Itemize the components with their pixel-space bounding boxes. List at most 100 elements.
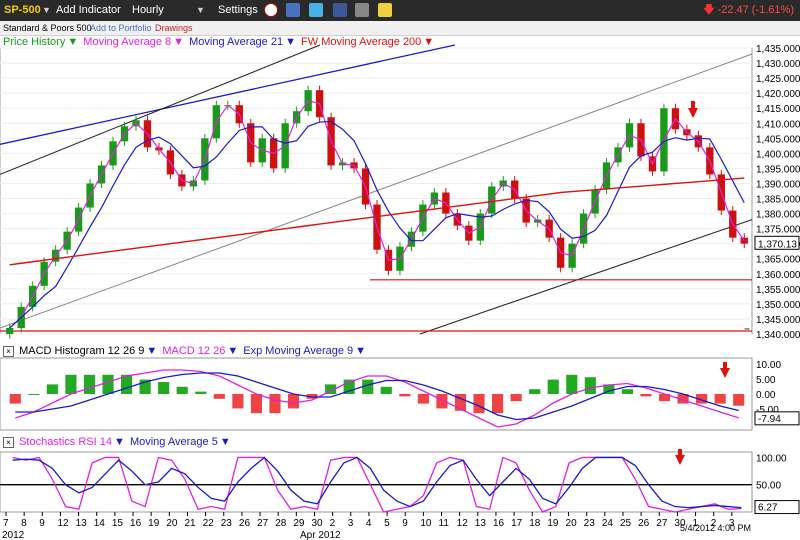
add-to-portfolio-link[interactable]: Add to Portfolio <box>90 23 152 33</box>
x-tick-label: 22 <box>203 518 215 529</box>
price-legend: Price History ▼ Moving Average 8 ▼ Moving … <box>3 36 435 48</box>
x-tick-label: 26 <box>239 518 251 529</box>
twitter-icon[interactable] <box>309 3 323 17</box>
legend-price-history[interactable]: Price History <box>3 36 66 48</box>
stoch-tick-label: 100.00 <box>756 453 787 464</box>
symbol-label[interactable]: SP-500 <box>4 4 41 16</box>
ma21-line <box>9 120 745 329</box>
close-macd-icon[interactable]: × <box>3 346 14 357</box>
macd-hist-bar <box>547 379 559 394</box>
legend-ma21[interactable]: Moving Average 21 <box>189 36 284 48</box>
legend-macd[interactable]: MACD 12 26 <box>162 345 226 357</box>
macd-hist-bar <box>529 389 541 394</box>
macd-hist-bar <box>714 394 726 404</box>
macd-hist-bar <box>102 374 114 394</box>
quote-change: 🡇 -22.47 (-1.61%) <box>703 0 794 21</box>
x-axis: 7 8 9 12 13 14 15 16 19 20 21 22 23 26 27 28 29 30 2 3 4 5 9 10… <box>2 512 751 540</box>
x-tick-label: 2 <box>711 518 717 529</box>
macd-hist-bar <box>176 386 188 394</box>
macd-hist-bar <box>158 382 170 394</box>
price-tick-label: 1,380.000 <box>756 210 800 221</box>
facebook-icon[interactable] <box>333 3 347 17</box>
macd-tick-label: 5.00 <box>756 375 776 386</box>
x-tick-label: 13 <box>76 518 88 529</box>
macd-hist-bar <box>492 394 504 414</box>
macd-hist-bar <box>473 394 485 414</box>
symbol-dropdown-icon[interactable]: ▼ <box>42 5 51 15</box>
x-month-label: Apr 2012 <box>300 530 341 540</box>
x-tick-label: 23 <box>584 518 596 529</box>
price-tick-label: 1,420.000 <box>756 89 800 100</box>
price-tick-label: 1,430.000 <box>756 59 800 70</box>
x-tick-label: 16 <box>493 518 505 529</box>
stoch-down-arrow-marker <box>675 455 685 465</box>
price-tick-label: 1,395.000 <box>756 164 800 175</box>
camera-icon[interactable] <box>355 3 369 17</box>
alarm-clock-icon[interactable] <box>264 3 278 17</box>
x-last-timestamp: 5/4/2012 4:00 PM <box>680 523 751 533</box>
drawings-link[interactable]: Drawings <box>155 23 193 33</box>
interval-select[interactable]: Hourly <box>132 4 164 16</box>
notes-icon[interactable] <box>286 3 300 17</box>
sticky-note-icon[interactable] <box>378 3 392 17</box>
macd-hist-bar <box>584 377 596 394</box>
down-arrow-marker <box>688 108 698 118</box>
x-tick-label: 19 <box>547 518 559 529</box>
macd-hist-bar <box>362 379 374 394</box>
price-tick-label: 1,415.000 <box>756 104 800 115</box>
trend-line-blue <box>0 44 456 145</box>
x-tick-label: 11 <box>439 518 450 529</box>
price-tick-label: 1,360.000 <box>756 270 800 281</box>
settings-button[interactable]: Settings <box>218 4 258 16</box>
price-tick-label: 1,390.000 <box>756 179 800 190</box>
macd-hist-bar <box>139 379 151 394</box>
legend-ma5[interactable]: Moving Average 5 <box>129 436 218 448</box>
x-tick-label: 24 <box>602 518 614 529</box>
price-tick-label: 1,340.000 <box>756 330 800 341</box>
x-month-label: 2012 <box>2 530 25 540</box>
x-tick-label: 5 <box>384 518 390 529</box>
ma8-line <box>9 99 745 329</box>
x-tick-label: 27 <box>257 518 269 529</box>
macd-hist-bar <box>658 394 671 402</box>
price-tick-label: 1,435.000 <box>756 44 800 55</box>
close-stoch-icon[interactable]: × <box>3 437 14 448</box>
stoch-plot-area <box>0 451 753 513</box>
legend-ma200[interactable]: FW Moving Average 200 <box>301 36 422 48</box>
x-tick-label: 20 <box>566 518 578 529</box>
macd-hist-bar <box>28 394 40 395</box>
macd-hist-bar <box>213 394 225 399</box>
x-tick-label: 26 <box>638 518 650 529</box>
legend-macd-hist[interactable]: MACD Histogram 12 26 9 <box>19 345 145 357</box>
x-tick-label: 10 <box>420 518 432 529</box>
price-tick-label: 1,345.000 <box>756 315 800 326</box>
macd-panel: 10.00 5.00 0.00 -5.00-7.94 <box>0 357 800 431</box>
macd-hist-bar <box>399 394 411 397</box>
macd-hist-bar <box>640 394 652 397</box>
macd-hist-bar <box>46 384 58 394</box>
stoch-legend: × Stochastics RSI 14 ▼ Moving Average 5 ▼ <box>3 436 233 449</box>
trend-line-upper-black <box>0 44 321 175</box>
legend-stochrsi[interactable]: Stochastics RSI 14 <box>19 436 112 448</box>
x-tick-label: 3 <box>729 518 735 529</box>
stoch-ma5-line <box>12 456 742 509</box>
legend-ema9[interactable]: Exp Moving Average 9 <box>243 345 354 357</box>
x-tick-label: 7 <box>3 518 9 529</box>
interval-dropdown-icon[interactable]: ▼ <box>196 5 205 15</box>
macd-arrow-stem <box>723 362 727 369</box>
add-indicator-button[interactable]: Add Indicator <box>56 4 121 16</box>
macd-last-value-box <box>754 411 800 426</box>
price-tick-label: 1,365.000 <box>756 255 800 266</box>
macd-hist-bar <box>603 384 615 394</box>
x-tick-label: 16 <box>130 518 142 529</box>
stoch-last-value: 6.27 <box>758 503 778 514</box>
down-arrow-icon: 🡇 <box>703 4 715 16</box>
legend-ma8[interactable]: Moving Average 8 <box>83 36 172 48</box>
macd-hist-bar <box>696 394 708 404</box>
macd-hist-bar <box>417 394 429 404</box>
price-tick-label: 1,410.000 <box>756 119 800 130</box>
x-tick-label: 20 <box>166 518 178 529</box>
x-tick-label: 13 <box>475 518 487 529</box>
macd-signal-line <box>15 372 739 421</box>
